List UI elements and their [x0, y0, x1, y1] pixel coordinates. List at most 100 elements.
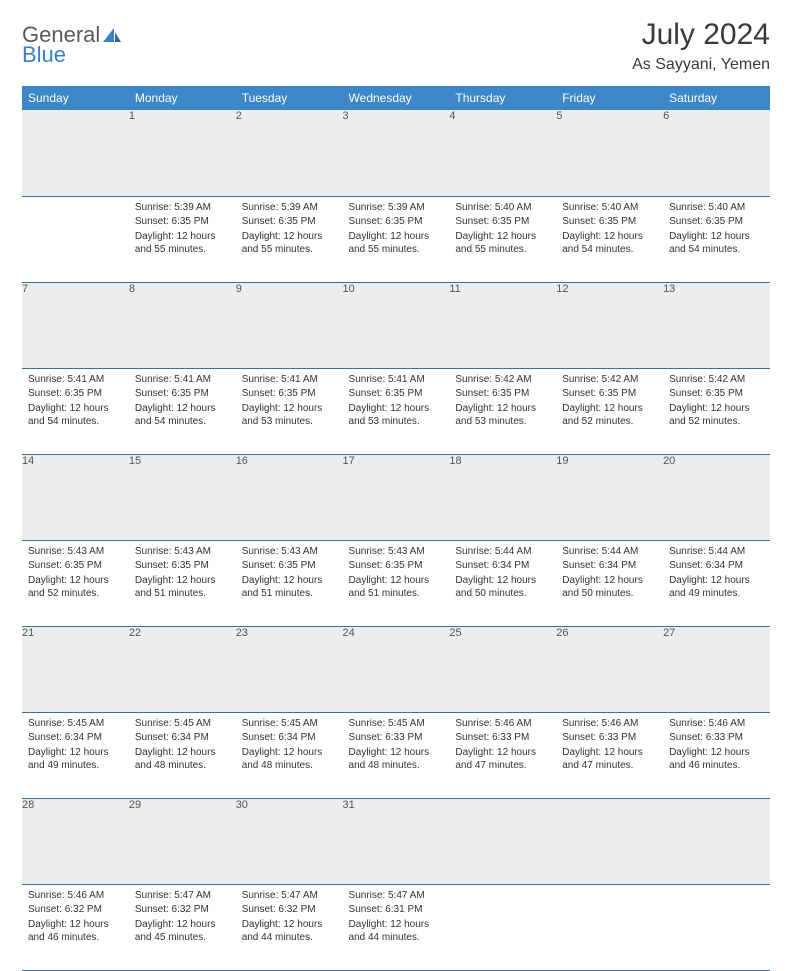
daylight: Daylight: 12 hours and 48 minutes.	[242, 746, 337, 773]
day-number-row: 123456	[22, 110, 770, 196]
daylight: Daylight: 12 hours and 55 minutes.	[349, 230, 444, 257]
week-row: Sunrise: 5:43 AMSunset: 6:35 PMDaylight:…	[22, 540, 770, 626]
day-number: 24	[343, 626, 450, 712]
sunrise: Sunrise: 5:47 AM	[135, 889, 230, 903]
daylight: Daylight: 12 hours and 54 minutes.	[28, 402, 123, 429]
day-number: 30	[236, 798, 343, 884]
sunrise: Sunrise: 5:44 AM	[562, 545, 657, 559]
day-number: 26	[556, 626, 663, 712]
location: As Sayyani, Yemen	[632, 56, 770, 74]
sunset: Sunset: 6:35 PM	[242, 559, 337, 573]
day-number: 18	[449, 454, 556, 540]
day-cell: Sunrise: 5:45 AMSunset: 6:34 PMDaylight:…	[129, 712, 236, 798]
day-number: 19	[556, 454, 663, 540]
month-title: July 2024	[632, 18, 770, 52]
day-number: 17	[343, 454, 450, 540]
daylight: Daylight: 12 hours and 54 minutes.	[669, 230, 764, 257]
daylight: Daylight: 12 hours and 50 minutes.	[562, 574, 657, 601]
daylight: Daylight: 12 hours and 52 minutes.	[28, 574, 123, 601]
day-cell: Sunrise: 5:46 AMSunset: 6:33 PMDaylight:…	[556, 712, 663, 798]
day-number: 21	[22, 626, 129, 712]
day-cell: Sunrise: 5:42 AMSunset: 6:35 PMDaylight:…	[663, 368, 770, 454]
daylight: Daylight: 12 hours and 46 minutes.	[28, 918, 123, 945]
day-cell: Sunrise: 5:40 AMSunset: 6:35 PMDaylight:…	[556, 196, 663, 282]
sunset: Sunset: 6:32 PM	[28, 903, 123, 917]
daylight: Daylight: 12 hours and 51 minutes.	[242, 574, 337, 601]
sunset: Sunset: 6:35 PM	[349, 559, 444, 573]
day-cell: Sunrise: 5:39 AMSunset: 6:35 PMDaylight:…	[129, 196, 236, 282]
daylight: Daylight: 12 hours and 50 minutes.	[455, 574, 550, 601]
sunset: Sunset: 6:35 PM	[562, 215, 657, 229]
logo-text-blue: Blue	[22, 42, 66, 68]
day-cell: Sunrise: 5:46 AMSunset: 6:33 PMDaylight:…	[449, 712, 556, 798]
day-cell: Sunrise: 5:40 AMSunset: 6:35 PMDaylight:…	[663, 196, 770, 282]
sunrise: Sunrise: 5:47 AM	[242, 889, 337, 903]
day-cell: Sunrise: 5:45 AMSunset: 6:34 PMDaylight:…	[22, 712, 129, 798]
day-cell: Sunrise: 5:44 AMSunset: 6:34 PMDaylight:…	[663, 540, 770, 626]
day-header: Monday	[129, 86, 236, 110]
sunrise: Sunrise: 5:43 AM	[28, 545, 123, 559]
daylight: Daylight: 12 hours and 53 minutes.	[242, 402, 337, 429]
daylight: Daylight: 12 hours and 45 minutes.	[135, 918, 230, 945]
header: General July 2024 As Sayyani, Yemen	[22, 18, 770, 74]
sunrise: Sunrise: 5:45 AM	[28, 717, 123, 731]
sunset: Sunset: 6:34 PM	[669, 559, 764, 573]
daylight: Daylight: 12 hours and 53 minutes.	[349, 402, 444, 429]
day-cell: Sunrise: 5:45 AMSunset: 6:34 PMDaylight:…	[236, 712, 343, 798]
sunrise: Sunrise: 5:39 AM	[349, 201, 444, 215]
day-cell: Sunrise: 5:47 AMSunset: 6:32 PMDaylight:…	[129, 884, 236, 970]
sunset: Sunset: 6:35 PM	[242, 387, 337, 401]
sunrise: Sunrise: 5:41 AM	[135, 373, 230, 387]
day-cell: Sunrise: 5:41 AMSunset: 6:35 PMDaylight:…	[129, 368, 236, 454]
sunset: Sunset: 6:33 PM	[455, 731, 550, 745]
day-cell: Sunrise: 5:41 AMSunset: 6:35 PMDaylight:…	[22, 368, 129, 454]
day-number: 31	[343, 798, 450, 884]
day-cell: Sunrise: 5:39 AMSunset: 6:35 PMDaylight:…	[343, 196, 450, 282]
week-row: Sunrise: 5:45 AMSunset: 6:34 PMDaylight:…	[22, 712, 770, 798]
sunset: Sunset: 6:35 PM	[349, 387, 444, 401]
sunrise: Sunrise: 5:46 AM	[455, 717, 550, 731]
sunset: Sunset: 6:34 PM	[455, 559, 550, 573]
day-number	[556, 798, 663, 884]
sunset: Sunset: 6:33 PM	[669, 731, 764, 745]
sunrise: Sunrise: 5:45 AM	[135, 717, 230, 731]
week-row: Sunrise: 5:41 AMSunset: 6:35 PMDaylight:…	[22, 368, 770, 454]
day-cell: Sunrise: 5:41 AMSunset: 6:35 PMDaylight:…	[343, 368, 450, 454]
day-cell: Sunrise: 5:46 AMSunset: 6:32 PMDaylight:…	[22, 884, 129, 970]
sunrise: Sunrise: 5:42 AM	[562, 373, 657, 387]
day-cell: Sunrise: 5:43 AMSunset: 6:35 PMDaylight:…	[236, 540, 343, 626]
day-cell: Sunrise: 5:41 AMSunset: 6:35 PMDaylight:…	[236, 368, 343, 454]
week-row: Sunrise: 5:46 AMSunset: 6:32 PMDaylight:…	[22, 884, 770, 970]
day-number: 10	[343, 282, 450, 368]
day-number: 15	[129, 454, 236, 540]
sunset: Sunset: 6:35 PM	[135, 559, 230, 573]
day-cell: Sunrise: 5:43 AMSunset: 6:35 PMDaylight:…	[22, 540, 129, 626]
sunrise: Sunrise: 5:46 AM	[669, 717, 764, 731]
daylight: Daylight: 12 hours and 48 minutes.	[135, 746, 230, 773]
sunset: Sunset: 6:34 PM	[28, 731, 123, 745]
sunset: Sunset: 6:34 PM	[562, 559, 657, 573]
sunrise: Sunrise: 5:43 AM	[135, 545, 230, 559]
day-number: 29	[129, 798, 236, 884]
sunrise: Sunrise: 5:41 AM	[28, 373, 123, 387]
day-header: Saturday	[663, 86, 770, 110]
sunset: Sunset: 6:35 PM	[28, 387, 123, 401]
day-cell: Sunrise: 5:46 AMSunset: 6:33 PMDaylight:…	[663, 712, 770, 798]
daylight: Daylight: 12 hours and 49 minutes.	[28, 746, 123, 773]
daylight: Daylight: 12 hours and 51 minutes.	[349, 574, 444, 601]
day-cell: Sunrise: 5:42 AMSunset: 6:35 PMDaylight:…	[449, 368, 556, 454]
day-cell	[449, 884, 556, 970]
sunrise: Sunrise: 5:44 AM	[669, 545, 764, 559]
day-number: 3	[343, 110, 450, 196]
day-number: 14	[22, 454, 129, 540]
sunset: Sunset: 6:35 PM	[455, 215, 550, 229]
day-cell: Sunrise: 5:39 AMSunset: 6:35 PMDaylight:…	[236, 196, 343, 282]
sunrise: Sunrise: 5:45 AM	[349, 717, 444, 731]
day-header: Wednesday	[343, 86, 450, 110]
day-number-row: 28293031	[22, 798, 770, 884]
sunset: Sunset: 6:35 PM	[28, 559, 123, 573]
sunset: Sunset: 6:35 PM	[242, 215, 337, 229]
sunrise: Sunrise: 5:42 AM	[669, 373, 764, 387]
sunset: Sunset: 6:35 PM	[562, 387, 657, 401]
day-number: 6	[663, 110, 770, 196]
